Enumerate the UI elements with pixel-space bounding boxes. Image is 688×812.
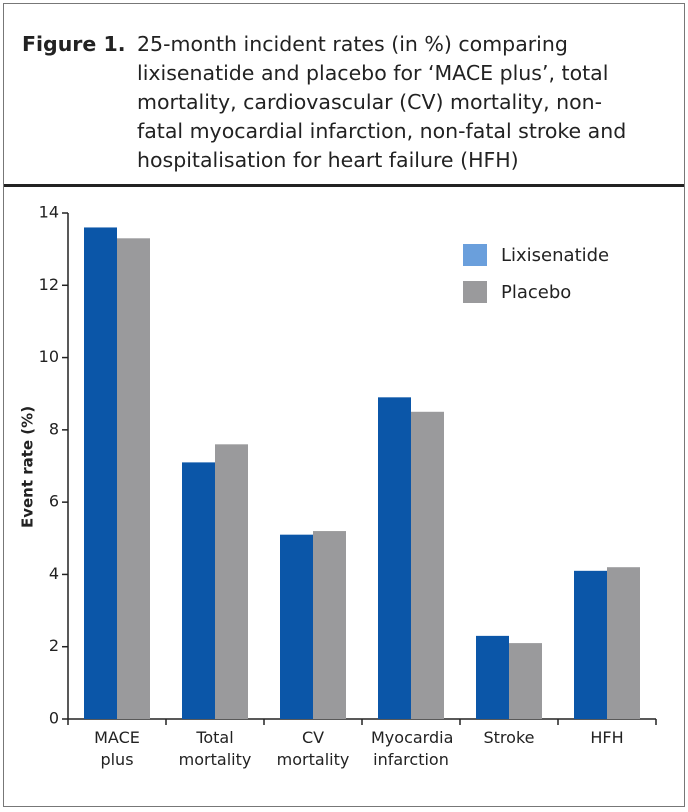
bar xyxy=(84,227,117,719)
y-tick-label: 8 xyxy=(49,419,59,438)
bar xyxy=(476,635,509,719)
bar xyxy=(574,570,607,719)
legend-swatch xyxy=(463,281,487,303)
legend-label: Placebo xyxy=(501,282,571,303)
chart-title: 25-month incident rates (in %) comparing… xyxy=(137,32,627,172)
caption: Figure 1. 25-month incident rates (in %)… xyxy=(22,30,637,175)
y-axis-label: Event rate (%) xyxy=(19,406,37,528)
y-tick-label: 14 xyxy=(39,203,59,222)
y-tick-label: 4 xyxy=(49,564,59,583)
bar xyxy=(280,534,313,719)
bar xyxy=(607,567,640,719)
bar xyxy=(378,397,411,719)
rule xyxy=(4,184,684,187)
x-tick-label: Stroke xyxy=(483,728,535,747)
legend-swatch xyxy=(463,244,487,266)
bar xyxy=(117,238,150,720)
figure-label: Figure 1. xyxy=(22,32,126,56)
x-tick-label: CV mortality xyxy=(276,728,350,769)
x-tick-label: MACE plus xyxy=(94,728,140,769)
bar xyxy=(509,643,542,719)
bar xyxy=(182,462,215,719)
y-tick-label: 10 xyxy=(39,347,59,366)
legend-label: Lixisenatide xyxy=(501,245,609,266)
x-tick-label: Myocardia infarction xyxy=(371,728,454,769)
y-tick-label: 2 xyxy=(49,636,59,655)
bar xyxy=(313,531,346,719)
bar xyxy=(215,444,248,719)
chart: Event rate (%) 0 2 4 6 8 10 12 14 Lixisenatide Pl… xyxy=(19,203,657,728)
x-tick-label: Total mortality xyxy=(178,728,252,769)
figure: Figure 1. 25-month incident rates (in %)… xyxy=(3,3,685,807)
y-tick-label: 6 xyxy=(49,492,59,511)
y-tick-label: 0 xyxy=(49,709,59,728)
y-tick-label: 12 xyxy=(39,275,59,294)
bar xyxy=(411,411,444,719)
x-tick-label: HFH xyxy=(590,728,624,747)
